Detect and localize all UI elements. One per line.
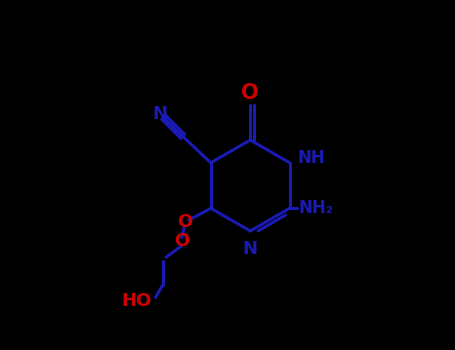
Text: O: O [242, 83, 259, 103]
Text: HO: HO [122, 292, 152, 310]
Text: N: N [152, 105, 167, 123]
Text: N: N [243, 240, 258, 258]
Text: O: O [177, 213, 192, 231]
Text: NH₂: NH₂ [298, 199, 334, 217]
Text: NH: NH [298, 148, 325, 167]
Text: O: O [174, 232, 189, 251]
